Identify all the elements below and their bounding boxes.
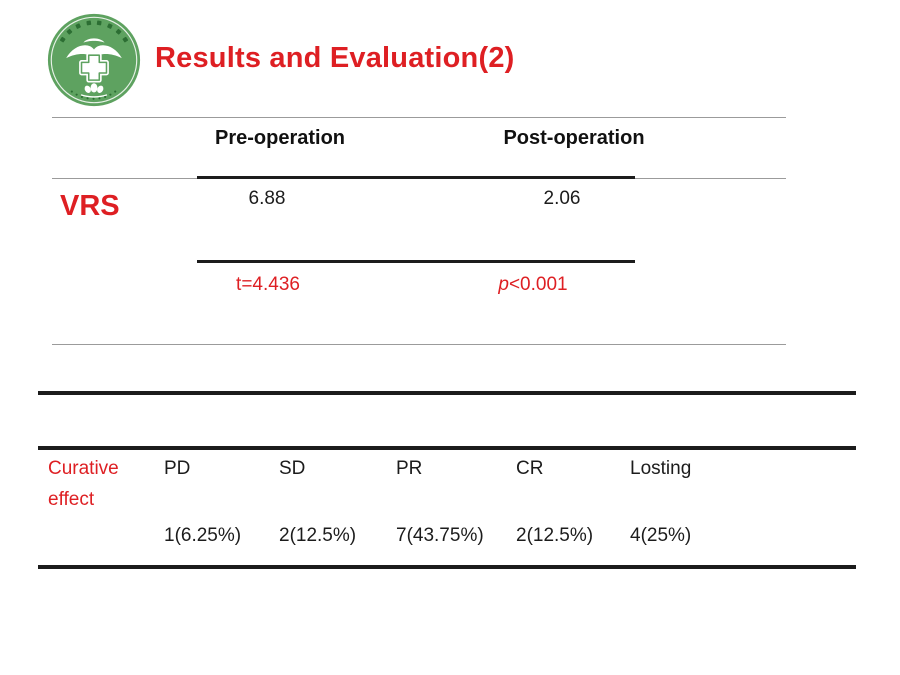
curative-value-losting: 4(25%) [630, 525, 692, 546]
curative-value-sd: 2(12.5%) [279, 525, 357, 546]
curative-table-header-rule [38, 446, 856, 450]
curative-header-pd: PD [164, 458, 191, 479]
curative-row-label-line1: Curative [48, 458, 119, 479]
logo-arc-lettering [70, 90, 117, 100]
logo-bird-icon [66, 38, 122, 59]
vrs-t-statistic: t=4.436 [236, 274, 300, 295]
curative-table-bottom-rule [38, 565, 856, 569]
hospital-logo-icon [47, 13, 141, 107]
vrs-table-top-rule [52, 117, 786, 118]
vrs-p-value: p<0.001 [498, 274, 567, 296]
logo-lotus-icon [80, 83, 108, 98]
vrs-table-bottom-rule [52, 344, 786, 345]
curative-header-pr: PR [396, 458, 423, 479]
p-value-rest: <0.001 [508, 274, 568, 295]
curative-header-cr: CR [516, 458, 544, 479]
curative-value-pd: 1(6.25%) [164, 525, 242, 546]
logo-arc-characters [59, 20, 129, 43]
vrs-table-header-post: Post-operation [503, 127, 645, 149]
vrs-row-label: VRS [60, 190, 120, 222]
vrs-post-value: 2.06 [543, 188, 581, 209]
curative-value-pr: 7(43.75%) [396, 525, 484, 546]
vrs-pre-value: 6.88 [248, 188, 286, 209]
curative-value-cr: 2(12.5%) [516, 525, 594, 546]
vrs-table-header-pre: Pre-operation [214, 127, 346, 149]
curative-header-sd: SD [279, 458, 306, 479]
curative-header-losting: Losting [630, 458, 692, 479]
p-symbol: p [498, 274, 509, 295]
logo-cross-icon [79, 52, 109, 83]
curative-table-top-rule [38, 391, 856, 395]
page-title: Results and Evaluation(2) [155, 42, 515, 74]
vrs-table-mid-rule [197, 260, 635, 263]
curative-row-label-line2: effect [48, 489, 95, 510]
vrs-table-header-rule-thick [197, 176, 635, 179]
